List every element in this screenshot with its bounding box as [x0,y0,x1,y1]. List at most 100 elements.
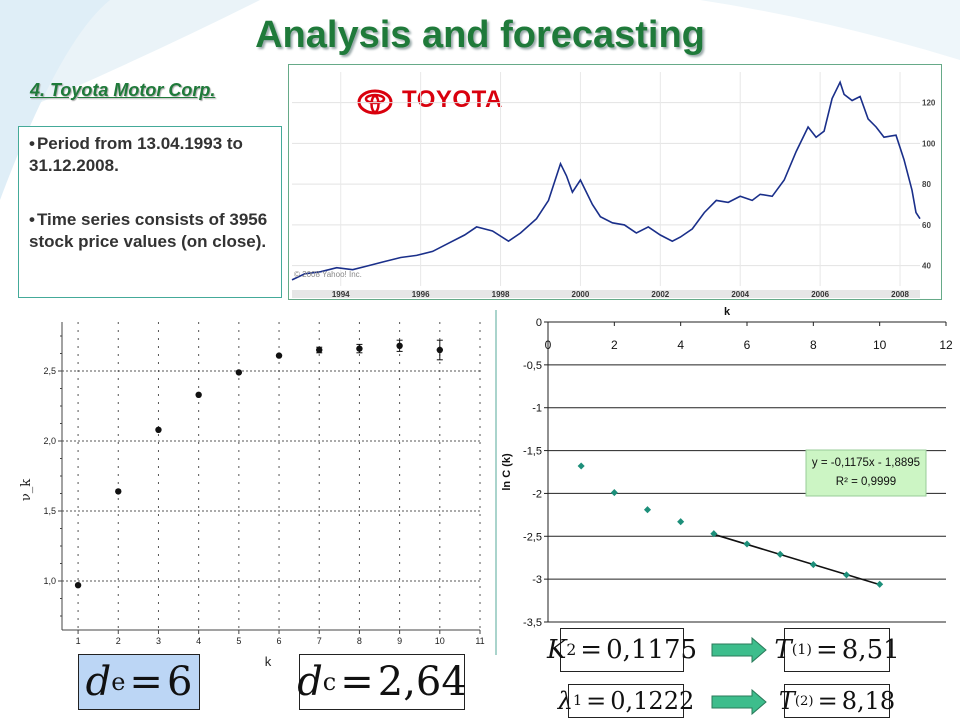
stock-x-tick-label: 1994 [332,290,350,299]
lnc-y-tick-label: 0 [536,317,542,329]
lnc-data-point [842,571,851,579]
stock-y-tick-label: 100 [922,139,936,148]
nu-data-point [396,342,403,349]
nu-x-tick-label: 11 [475,636,484,646]
formula-value: 2,64 [377,659,467,705]
bullet-series-size: Time series consists of 3956 stock price… [29,209,273,253]
nu-data-point [356,345,363,352]
lnc-data-point [743,540,751,548]
lnc-y-tick-label: -1,5 [523,446,542,458]
nu-x-tick-label: 9 [397,636,402,646]
nu-data-point [436,346,444,354]
bullet-period: Period from 13.04.1993 to 31.12.2008. [29,133,273,177]
slide-title: Analysis and forecasting [255,14,705,56]
lnc-y-tick-label: -0,5 [523,360,542,372]
nu-y-tick-label: 1,5 [43,506,56,516]
stock-y-tick-label: 120 [922,99,936,108]
nu-data-point [316,346,323,354]
formula-symbol: K [546,635,567,665]
nu-x-tick-label: 5 [236,636,241,646]
lnc-y-tick-label: -3 [532,574,542,586]
nu-data-point [275,352,283,359]
formula-value: 0,1175 [606,635,698,665]
nu-y-tick-label: 2,5 [43,366,56,376]
formula-sub: 2 [566,641,577,659]
stock-y-tick-label: 40 [922,262,931,271]
lnc-x-tick-label: 0 [545,338,552,352]
formula-symbol: T [778,687,795,715]
stock-x-tick-label: 2004 [731,290,749,299]
nu-x-tick-label: 1 [76,636,81,646]
copyright-text: © 2008 Yahoo! Inc. [294,270,362,279]
formula-symbol: T [774,635,792,665]
nu-x-tick-label: 3 [156,636,161,646]
trendline-equation-box [805,449,927,497]
stock-x-tick-label: 2000 [572,290,590,299]
nu-x-tick-label: 2 [116,636,121,646]
lnc-x-axis-label: k [724,306,731,318]
lnc-y-tick-label: -2 [532,488,542,500]
formula-t2: T (2) = 8,18 [779,684,895,718]
slide-subtitle: 4. Toyota Motor Corp. [30,80,216,100]
formula-sub: e [111,668,126,696]
lnc-data-point [710,530,718,538]
toyota-logo-text: TOYOTA [402,86,503,113]
nu-y-tick-label: 2,0 [43,436,56,446]
nu-x-axis-label: k [265,654,272,669]
formula-sup: (2) [794,693,814,709]
nu-data-point [235,369,243,376]
formula-d-c: d c = 2,64 [297,654,467,710]
lnc-x-tick-label: 6 [744,338,751,352]
trendline-r-squared: R² = 0,9999 [836,476,896,488]
stock-y-tick-label: 60 [922,221,931,230]
lnc-y-axis-label: ln C (k) [501,453,513,491]
stock-price-panel [288,64,942,300]
formula-value: 8,51 [841,635,900,665]
lnc-data-point [677,518,685,526]
nu-x-tick-label: 6 [277,636,282,646]
nu-data-point [74,582,82,589]
stock-y-tick-label: 80 [922,180,931,189]
lnc-x-tick-label: 12 [939,338,953,352]
stock-x-tick-label: 2006 [811,290,829,299]
stock-x-tick-label: 2002 [651,290,669,299]
info-box: Period from 13.04.1993 to 31.12.2008. Ti… [18,126,282,298]
nu-x-tick-label: 8 [357,636,362,646]
lnc-data-point [776,550,784,558]
formula-sub: 1 [572,693,583,709]
lnc-x-tick-label: 2 [611,338,618,352]
lnc-trendline [713,533,880,586]
formula-t1: T (1) = 8,51 [774,628,900,672]
trendline-equation: y = -0,1175x - 1,8895 [812,457,920,469]
formula-k2: K 2 = 0,1175 [547,628,697,672]
nu-x-tick-label: 4 [196,636,201,646]
stock-x-tick-label: 2008 [891,290,909,299]
nu-data-point [115,488,122,495]
lnc-x-tick-label: 10 [873,338,887,352]
formula-sup: (1) [791,642,812,658]
lnc-y-tick-label: -3,5 [523,617,542,629]
stock-x-tick-label: 1998 [492,290,510,299]
formula-value: 6 [166,659,193,705]
lnc-y-tick-label: -1 [532,403,542,415]
stock-x-tick-label: 1996 [412,290,430,299]
lnc-data-point [577,462,585,470]
nu-y-axis-label: ν_k [19,479,34,501]
formula-symbol: λ [557,687,573,715]
lnc-data-point [610,489,618,497]
formula-sub: c [322,668,337,696]
nu-data-point [155,426,162,433]
nu-data-point [195,391,202,398]
lnc-data-point [809,561,817,569]
nu-y-tick-label: 1,0 [43,576,56,586]
formula-lambda1: λ 1 = 0,1222 [558,684,694,718]
formula-value: 0,1222 [610,687,695,715]
formula-symbol: d [297,659,323,705]
lnc-data-point [643,506,652,514]
lnc-x-tick-label: 8 [810,338,817,352]
stock-x-axis-band [292,290,920,298]
formula-symbol: d [85,659,112,705]
